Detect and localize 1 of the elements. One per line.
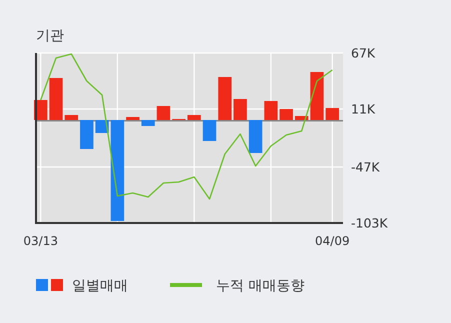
- title: 기관: [36, 28, 64, 44]
